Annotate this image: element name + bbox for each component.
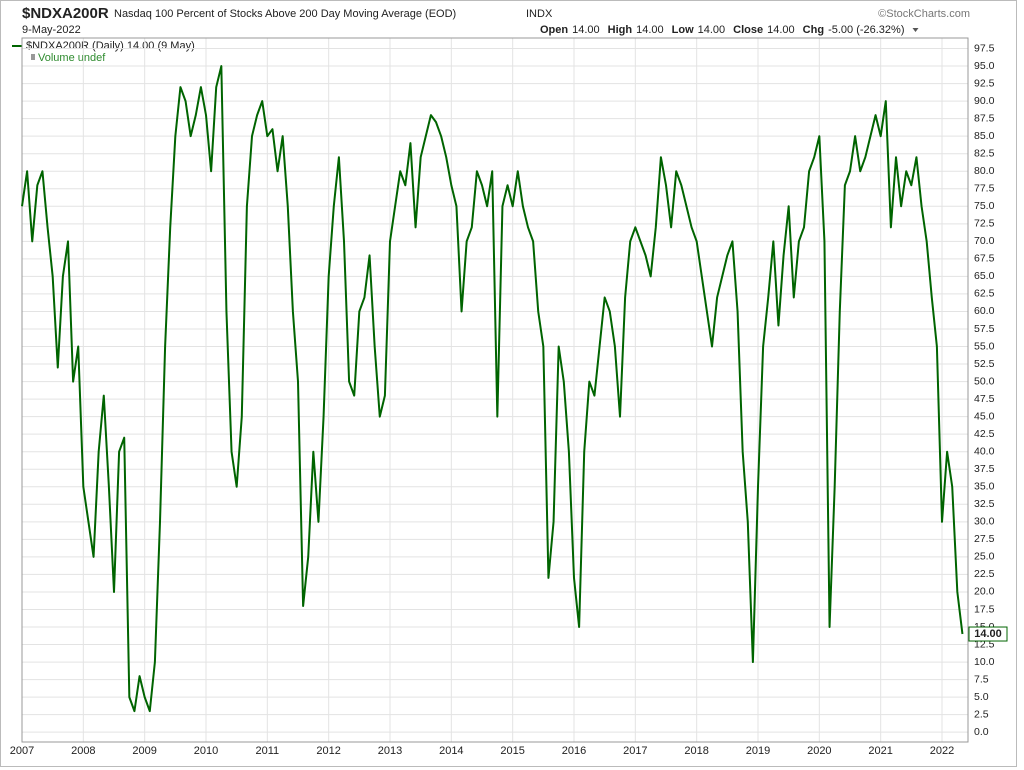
quote-value: 14.00	[636, 24, 664, 36]
legend-entry: $NDXA200R (Daily) 14.00 (9 May)	[26, 40, 195, 52]
x-tick-label: 2010	[194, 745, 218, 757]
quote-value: 14.00	[572, 24, 600, 36]
date: 9-May-2022	[22, 24, 81, 36]
x-tick-label: 2016	[562, 745, 586, 757]
y-tick-label: 75.0	[974, 200, 995, 212]
y-tick-label: 5.0	[974, 691, 989, 703]
y-tick-label: 45.0	[974, 410, 995, 422]
y-tick-label: 77.5	[974, 183, 995, 195]
y-tick-label: 57.5	[974, 323, 995, 335]
y-tick-label: 80.0	[974, 165, 995, 177]
watermark: ©StockCharts.com	[878, 8, 970, 20]
x-tick-label: 2012	[316, 745, 340, 757]
y-tick-label: 2.5	[974, 708, 989, 720]
x-tick-label: 2013	[378, 745, 402, 757]
x-tick-label: 2021	[868, 745, 892, 757]
y-tick-label: 32.5	[974, 498, 995, 510]
y-tick-label: 85.0	[974, 130, 995, 142]
y-tick-label: 92.5	[974, 77, 995, 89]
x-tick-label: 2009	[132, 745, 156, 757]
quote-label: High	[608, 24, 633, 36]
volume-swatch	[31, 54, 35, 60]
quote-label: Chg	[803, 24, 824, 36]
y-tick-label: 42.5	[974, 428, 995, 440]
y-tick-label: 50.0	[974, 375, 995, 387]
quote-label: Low	[672, 24, 694, 36]
quote-label: Open	[540, 24, 568, 36]
quote-value: 14.00	[767, 24, 795, 36]
y-tick-label: 10.0	[974, 656, 995, 668]
chart-subtitle: Nasdaq 100 Percent of Stocks Above 200 D…	[114, 8, 456, 20]
y-tick-label: 97.5	[974, 42, 995, 54]
y-tick-label: 25.0	[974, 551, 995, 563]
quote-value: 14.00	[698, 24, 726, 36]
x-tick-label: 2015	[500, 745, 524, 757]
y-tick-label: 27.5	[974, 533, 995, 545]
y-tick-label: 65.0	[974, 270, 995, 282]
x-tick-label: 2011	[256, 745, 280, 757]
y-tick-label: 90.0	[974, 95, 995, 107]
x-tick-label: 2018	[684, 745, 708, 757]
chart-title: $NDXA200R	[22, 5, 109, 22]
data-line	[21, 65, 964, 713]
y-tick-label: 35.0	[974, 481, 995, 493]
quote-label: Close	[733, 24, 763, 36]
x-tick-label: 2007	[10, 745, 34, 757]
y-tick-label: 62.5	[974, 288, 995, 300]
plot-border	[21, 37, 969, 743]
y-tick-label: 20.0	[974, 586, 995, 598]
y-tick-label: 82.5	[974, 147, 995, 159]
y-tick-label: 67.5	[974, 253, 995, 265]
y-tick-label: 30.0	[974, 516, 995, 528]
x-tick-label: 2017	[623, 745, 647, 757]
y-tick-label: 55.0	[974, 340, 995, 352]
y-tick-label: 87.5	[974, 112, 995, 124]
y-tick-label: 37.5	[974, 463, 995, 475]
x-tick-label: 2014	[439, 745, 463, 757]
y-tick-label: 40.0	[974, 445, 995, 457]
x-tick-label: 2022	[930, 745, 954, 757]
dropdown-arrow	[912, 28, 919, 32]
y-tick-label: 72.5	[974, 218, 995, 230]
y-tick-label: 22.5	[974, 568, 995, 580]
y-tick-label: 70.0	[974, 235, 995, 247]
y-tick-label: 7.5	[974, 673, 989, 685]
volume-legend: Volume undef	[38, 52, 106, 64]
y-tick-label: 17.5	[974, 603, 995, 615]
y-tick-label: 95.0	[974, 60, 995, 72]
x-tick-label: 2008	[71, 745, 95, 757]
y-tick-label: 47.5	[974, 393, 995, 405]
exchange: INDX	[526, 8, 553, 20]
last-value-label: 14.00	[974, 628, 1002, 640]
y-tick-label: 0.0	[974, 726, 989, 738]
x-tick-label: 2019	[746, 745, 770, 757]
x-tick-label: 2020	[807, 745, 831, 757]
last-value-box	[968, 626, 1008, 642]
y-tick-label: 52.5	[974, 358, 995, 370]
quote-value: -5.00 (-26.32%)	[828, 24, 904, 36]
y-tick-label: 60.0	[974, 305, 995, 317]
